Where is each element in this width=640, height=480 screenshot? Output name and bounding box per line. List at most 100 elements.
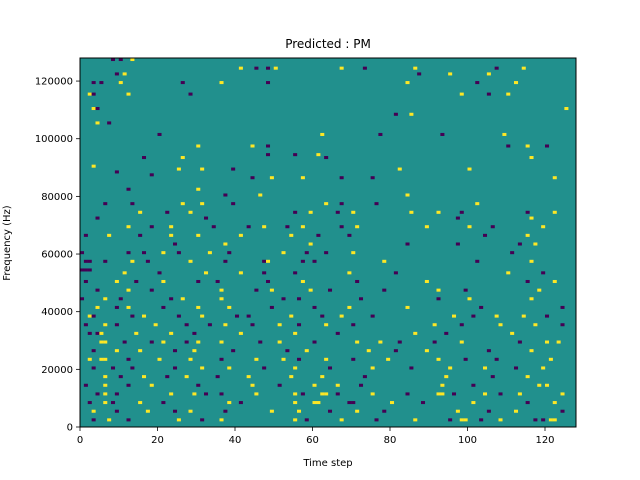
heatmap-cell xyxy=(277,340,282,344)
heatmap-cell xyxy=(91,164,96,168)
heatmap-cell xyxy=(471,383,476,387)
heatmap-cell xyxy=(219,288,224,292)
heatmap-cell xyxy=(176,167,181,171)
heatmap-cell xyxy=(138,233,143,237)
heatmap-cell xyxy=(467,297,472,301)
heatmap-cell xyxy=(161,401,166,405)
heatmap-cell xyxy=(494,314,499,318)
heatmap-cell xyxy=(107,121,112,125)
heatmap-cell xyxy=(126,305,131,309)
heatmap-cell xyxy=(219,297,224,301)
heatmap-cell xyxy=(223,323,228,327)
heatmap-cell xyxy=(173,366,178,370)
heatmap-cell xyxy=(254,392,259,396)
x-tick-label: 100 xyxy=(458,435,477,446)
heatmap-cell xyxy=(514,409,519,413)
heatmap-cell xyxy=(192,349,197,353)
heatmap-cell xyxy=(463,357,468,361)
heatmap-cell xyxy=(266,144,271,148)
heatmap-cell xyxy=(393,349,398,353)
heatmap-cell xyxy=(289,233,294,237)
heatmap-cell xyxy=(227,305,232,309)
heatmap-cell xyxy=(246,375,251,379)
heatmap-cell xyxy=(444,375,449,379)
heatmap-cell xyxy=(254,288,259,292)
heatmap-cell xyxy=(246,314,251,318)
heatmap-cell xyxy=(126,225,131,229)
heatmap-cell xyxy=(293,392,298,396)
heatmap-cell xyxy=(545,383,550,387)
heatmap-cell xyxy=(258,340,263,344)
heatmap-cell xyxy=(560,409,565,413)
heatmap-cell xyxy=(111,58,116,62)
heatmap-cell xyxy=(328,409,333,413)
heatmap-cell xyxy=(161,305,166,309)
heatmap-cell xyxy=(196,340,201,344)
heatmap-cell xyxy=(409,366,414,370)
heatmap-cell xyxy=(200,202,205,206)
heatmap-cell xyxy=(498,323,503,327)
heatmap-cell xyxy=(180,81,185,85)
heatmap-cell xyxy=(95,305,100,309)
heatmap-cell xyxy=(366,349,371,353)
heatmap-cell xyxy=(118,58,123,62)
heatmap-cell xyxy=(157,132,162,136)
heatmap-cell xyxy=(304,251,309,255)
heatmap-cell xyxy=(300,259,305,263)
heatmap-cell xyxy=(142,375,147,379)
heatmap-cell xyxy=(490,375,495,379)
heatmap-cell xyxy=(107,233,112,237)
heatmap-cell xyxy=(258,193,263,197)
heatmap-cell xyxy=(405,193,410,197)
heatmap-cell xyxy=(114,72,119,76)
heatmap-cell xyxy=(99,331,104,335)
heatmap-cell xyxy=(126,383,131,387)
heatmap-cell xyxy=(297,297,302,301)
y-tick-label: 20000 xyxy=(41,365,73,376)
heatmap-cell xyxy=(308,242,313,246)
heatmap-cell xyxy=(378,132,383,136)
heatmap-cell xyxy=(114,305,119,309)
heatmap-cell xyxy=(552,279,557,284)
heatmap-cell xyxy=(266,81,271,85)
heatmap-cell xyxy=(173,242,178,246)
heatmap-cell xyxy=(87,357,92,361)
heatmap-cell xyxy=(463,418,468,422)
heatmap-cell xyxy=(215,375,220,379)
heatmap-cell xyxy=(91,409,96,413)
heatmap-cell xyxy=(176,314,181,318)
heatmap-cell xyxy=(114,409,119,413)
heatmap-cell xyxy=(409,112,414,116)
heatmap-cell xyxy=(169,225,174,229)
heatmap-cell xyxy=(169,297,174,301)
heatmap-cell xyxy=(238,233,243,237)
heatmap-cell xyxy=(266,259,271,263)
heatmap-cell xyxy=(452,392,457,396)
heatmap-cell xyxy=(176,251,181,255)
heatmap-cell xyxy=(479,418,484,422)
heatmap-cell xyxy=(83,279,88,284)
heatmap-cell xyxy=(142,251,147,255)
heatmap-cell xyxy=(153,323,158,327)
heatmap-cell xyxy=(130,314,135,318)
heatmap-cell xyxy=(130,58,135,62)
heatmap-cell xyxy=(506,144,511,148)
heatmap-cell xyxy=(149,225,154,229)
heatmap-cell xyxy=(397,167,402,171)
heatmap-cell xyxy=(432,323,437,327)
heatmap-cell xyxy=(149,383,154,387)
heatmap-cell xyxy=(269,409,274,413)
heatmap-cell xyxy=(223,242,228,246)
heatmap-cell xyxy=(459,418,464,422)
heatmap-cell xyxy=(517,392,522,396)
heatmap-cell xyxy=(297,323,302,327)
heatmap-cell xyxy=(196,305,201,309)
heatmap-cell xyxy=(494,357,499,361)
y-tick-label: 120000 xyxy=(35,77,73,88)
heatmap-cell xyxy=(413,66,418,70)
heatmap-cell xyxy=(122,340,127,344)
heatmap-cell xyxy=(91,349,96,353)
heatmap-cell xyxy=(347,401,352,405)
heatmap-cell xyxy=(316,233,321,237)
